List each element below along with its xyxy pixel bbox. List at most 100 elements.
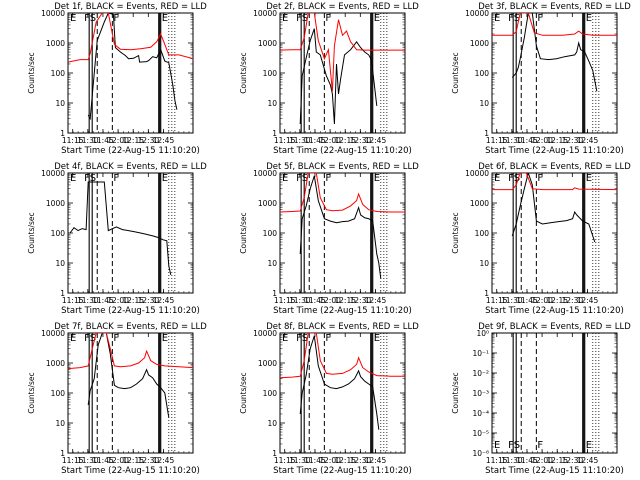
x-tick-label: 12:15 <box>334 136 356 145</box>
region-label: F <box>537 13 543 24</box>
region-label: F <box>325 13 331 24</box>
x-tick-label: 11:15 <box>62 296 84 305</box>
y-tick-label: 1 <box>484 129 489 138</box>
x-tick-label: 12:45 <box>365 456 387 465</box>
panel-title: Det 2f, BLACK = Events, RED = LLD <box>266 2 419 12</box>
x-tick-label: 12:30 <box>138 296 160 305</box>
y-tick-label: 10 <box>267 99 277 108</box>
y-axis-label: Counts/sec <box>27 372 36 413</box>
x-tick-label: 12:00 <box>531 136 553 145</box>
region-label: E <box>70 13 76 24</box>
x-tick-label: 11:15 <box>486 136 508 145</box>
series-lld <box>280 333 405 379</box>
region-label: FS <box>508 13 520 24</box>
x-tick-label: 12:30 <box>350 456 372 465</box>
x-tick-label: 12:15 <box>122 136 144 145</box>
region-label: E <box>162 13 168 24</box>
x-tick-label: 12:45 <box>153 136 175 145</box>
detector-panel-1: Det 1f, BLACK = Events, RED = LLD11:1511… <box>27 2 207 156</box>
series-lld <box>68 13 193 63</box>
x-tick-label: 12:15 <box>546 136 568 145</box>
x-tick-label: 12:15 <box>122 296 144 305</box>
y-tick-label: 1000 <box>46 199 65 208</box>
region-label: E <box>70 173 76 184</box>
y-tick-label: 10⁻² <box>472 369 489 378</box>
panel-title: Det 1f, BLACK = Events, RED = LLD <box>54 2 207 12</box>
y-tick-label: 10⁻⁴ <box>472 409 489 418</box>
region-label: E <box>494 173 500 184</box>
series-lld <box>280 173 405 213</box>
y-tick-label: 10 <box>479 99 489 108</box>
x-tick-label: 12:00 <box>531 456 553 465</box>
y-axis-label: Counts/sec <box>451 372 460 413</box>
series-lld <box>68 333 193 370</box>
x-tick-label: 12:15 <box>546 296 568 305</box>
x-tick-label: 11:30 <box>289 296 311 305</box>
x-tick-label: 12:00 <box>107 456 129 465</box>
y-tick-label: 10000 <box>41 9 65 18</box>
y-tick-label: 1 <box>60 129 65 138</box>
x-tick-label: 11:45 <box>516 456 538 465</box>
region-label: E <box>70 333 76 344</box>
x-tick-label: 11:30 <box>289 136 311 145</box>
detector-panel-5: Det 5f, BLACK = Events, RED = LLD11:1511… <box>239 162 419 316</box>
x-tick-label: 11:45 <box>92 456 114 465</box>
y-axis-label: Counts/sec <box>239 52 248 93</box>
x-tick-label: 11:15 <box>274 296 296 305</box>
y-tick-label: 100 <box>475 229 490 238</box>
region-label: E <box>586 440 592 451</box>
y-tick-label: 1000 <box>46 359 65 368</box>
x-tick-label: 12:45 <box>577 136 599 145</box>
x-tick-label: 12:45 <box>577 456 599 465</box>
y-axis-label: Counts/sec <box>239 212 248 253</box>
region-label: E <box>282 13 288 24</box>
panel-title: Det 8f, BLACK = Events, RED = LLD <box>266 322 419 332</box>
x-tick-label: 12:45 <box>153 456 175 465</box>
x-axis-label: Start Time (22-Aug-15 11:10:20) <box>273 146 412 156</box>
x-tick-label: 11:45 <box>304 296 326 305</box>
x-tick-label: 12:30 <box>350 296 372 305</box>
region-label: E <box>282 333 288 344</box>
y-axis-label: Counts/sec <box>239 372 248 413</box>
region-label: FS <box>296 333 308 344</box>
region-label: F <box>113 173 119 184</box>
x-tick-label: 11:45 <box>92 296 114 305</box>
region-label: E <box>494 13 500 24</box>
x-tick-label: 12:45 <box>153 296 175 305</box>
region-label: E <box>586 13 592 24</box>
y-tick-label: 10 <box>55 419 65 428</box>
region-label: E <box>282 173 288 184</box>
region-label: FS <box>508 173 520 184</box>
plot-frame <box>279 172 406 294</box>
y-tick-label: 1000 <box>258 39 277 48</box>
series-events <box>87 333 170 418</box>
y-tick-label: 1000 <box>258 199 277 208</box>
x-tick-label: 11:45 <box>304 136 326 145</box>
y-tick-label: 10 <box>55 99 65 108</box>
x-tick-label: 11:45 <box>92 136 114 145</box>
panel-title: Det 3f, BLACK = Events, RED = LLD <box>478 2 631 12</box>
detector-panel-7: Det 7f, BLACK = Events, RED = LLD11:1511… <box>27 322 207 476</box>
y-tick-label: 10000 <box>253 329 277 338</box>
x-tick-label: 12:00 <box>319 136 341 145</box>
region-label: F <box>537 440 543 451</box>
x-tick-label: 11:15 <box>274 136 296 145</box>
y-tick-label: 1 <box>60 449 65 458</box>
x-tick-label: 12:30 <box>562 136 584 145</box>
y-tick-label: 1000 <box>258 359 277 368</box>
x-tick-label: 12:00 <box>319 296 341 305</box>
series-lld <box>492 13 617 36</box>
x-tick-label: 11:30 <box>77 296 99 305</box>
x-tick-label: 11:30 <box>77 136 99 145</box>
y-tick-label: 10⁻⁵ <box>472 429 489 438</box>
y-tick-label: 10000 <box>253 169 277 178</box>
panel-title: Det 9f, BLACK = Events, RED = LLD <box>478 322 631 332</box>
x-axis-label: Start Time (22-Aug-15 11:10:20) <box>273 466 412 476</box>
region-label: FS <box>84 13 96 24</box>
x-axis-label: Start Time (22-Aug-15 11:10:20) <box>485 306 624 316</box>
region-label: F <box>113 333 119 344</box>
detector-panel-6: Det 6f, BLACK = Events, RED = LLD11:1511… <box>451 162 631 316</box>
y-tick-label: 1000 <box>46 39 65 48</box>
plot-frame <box>491 172 618 294</box>
region-label: E <box>162 173 168 184</box>
